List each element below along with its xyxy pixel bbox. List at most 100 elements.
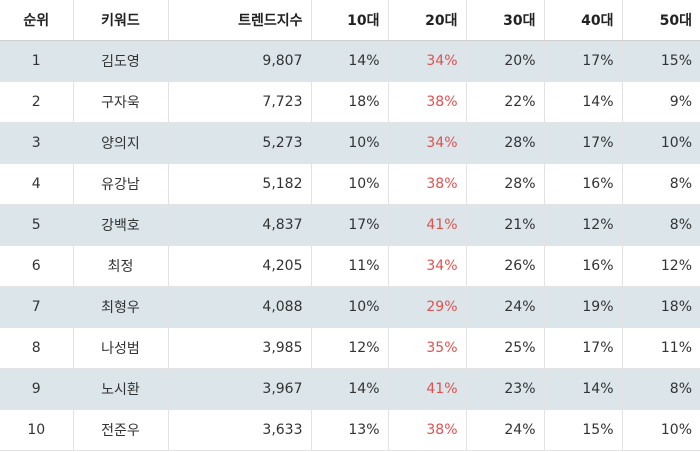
cell-trend-index: 5,182 — [168, 163, 312, 205]
cell-age-30s: 28% — [466, 122, 545, 164]
cell-age-10s: 17% — [311, 204, 389, 246]
cell-age-10s: 10% — [311, 163, 389, 205]
cell-age-30s: 24% — [466, 286, 545, 328]
cell-age-10s: 11% — [311, 245, 389, 287]
cell-age-30s: 20% — [466, 40, 545, 82]
cell-age-20s: 35% — [388, 327, 467, 369]
cell-age-50s: 10% — [622, 409, 700, 451]
cell-age-40s: 14% — [544, 81, 623, 123]
cell-trend-index: 4,837 — [168, 204, 312, 246]
table-row: 3 양의지 5,273 10% 34% 28% 17% 10% — [0, 122, 700, 164]
cell-age-20s: 38% — [388, 163, 467, 205]
cell-rank: 6 — [0, 245, 74, 287]
table-row: 4 유강남 5,182 10% 38% 28% 16% 8% — [0, 163, 700, 205]
cell-trend-index: 3,967 — [168, 368, 312, 410]
header-age-40s: 40대 — [544, 0, 623, 41]
cell-rank: 9 — [0, 368, 74, 410]
cell-age-50s: 18% — [622, 286, 700, 328]
cell-rank: 5 — [0, 204, 74, 246]
cell-age-10s: 18% — [311, 81, 389, 123]
cell-keyword: 나성범 — [73, 327, 169, 369]
cell-age-50s: 10% — [622, 122, 700, 164]
cell-age-50s: 9% — [622, 81, 700, 123]
header-trend-index: 트렌드지수 — [168, 0, 312, 41]
cell-age-20s: 38% — [388, 409, 467, 451]
header-age-20s: 20대 — [388, 0, 467, 41]
cell-rank: 8 — [0, 327, 74, 369]
cell-age-40s: 17% — [544, 122, 623, 164]
cell-age-40s: 16% — [544, 163, 623, 205]
cell-age-40s: 19% — [544, 286, 623, 328]
cell-age-40s: 12% — [544, 204, 623, 246]
table-header-row: 순위 키워드 트렌드지수 10대 20대 30대 40대 50대 — [0, 0, 700, 41]
cell-age-20s: 38% — [388, 81, 467, 123]
cell-keyword: 유강남 — [73, 163, 169, 205]
cell-age-40s: 14% — [544, 368, 623, 410]
cell-rank: 4 — [0, 163, 74, 205]
cell-age-10s: 13% — [311, 409, 389, 451]
cell-age-20s: 29% — [388, 286, 467, 328]
cell-keyword: 최형우 — [73, 286, 169, 328]
cell-age-40s: 16% — [544, 245, 623, 287]
cell-keyword: 강백호 — [73, 204, 169, 246]
table-row: 8 나성범 3,985 12% 35% 25% 17% 11% — [0, 327, 700, 369]
cell-keyword: 최정 — [73, 245, 169, 287]
table-row: 1 김도영 9,807 14% 34% 20% 17% 15% — [0, 40, 700, 82]
cell-keyword: 전준우 — [73, 409, 169, 451]
cell-rank: 1 — [0, 40, 74, 82]
header-rank: 순위 — [0, 0, 74, 41]
cell-age-40s: 15% — [544, 409, 623, 451]
cell-age-30s: 24% — [466, 409, 545, 451]
cell-age-20s: 34% — [388, 122, 467, 164]
header-keyword: 키워드 — [73, 0, 169, 41]
table-row: 5 강백호 4,837 17% 41% 21% 12% 8% — [0, 204, 700, 246]
cell-trend-index: 9,807 — [168, 40, 312, 82]
cell-keyword: 김도영 — [73, 40, 169, 82]
table-row: 7 최형우 4,088 10% 29% 24% 19% 18% — [0, 286, 700, 328]
cell-keyword: 구자욱 — [73, 81, 169, 123]
cell-age-30s: 23% — [466, 368, 545, 410]
cell-age-30s: 21% — [466, 204, 545, 246]
cell-trend-index: 4,205 — [168, 245, 312, 287]
cell-age-50s: 11% — [622, 327, 700, 369]
cell-trend-index: 3,633 — [168, 409, 312, 451]
cell-age-30s: 28% — [466, 163, 545, 205]
table-row: 9 노시환 3,967 14% 41% 23% 14% 8% — [0, 368, 700, 410]
cell-trend-index: 4,088 — [168, 286, 312, 328]
header-age-30s: 30대 — [466, 0, 545, 41]
header-age-50s: 50대 — [622, 0, 700, 41]
cell-age-10s: 10% — [311, 286, 389, 328]
cell-age-30s: 26% — [466, 245, 545, 287]
cell-age-50s: 8% — [622, 368, 700, 410]
cell-age-50s: 12% — [622, 245, 700, 287]
cell-trend-index: 5,273 — [168, 122, 312, 164]
cell-age-10s: 14% — [311, 368, 389, 410]
cell-age-40s: 17% — [544, 327, 623, 369]
cell-age-20s: 34% — [388, 245, 467, 287]
cell-rank: 10 — [0, 409, 74, 451]
table-row: 2 구자욱 7,723 18% 38% 22% 14% 9% — [0, 81, 700, 123]
cell-age-50s: 8% — [622, 204, 700, 246]
cell-rank: 2 — [0, 81, 74, 123]
cell-rank: 7 — [0, 286, 74, 328]
cell-age-10s: 10% — [311, 122, 389, 164]
cell-age-20s: 41% — [388, 368, 467, 410]
cell-age-10s: 12% — [311, 327, 389, 369]
table-row: 6 최정 4,205 11% 34% 26% 16% 12% — [0, 245, 700, 287]
cell-age-40s: 17% — [544, 40, 623, 82]
cell-trend-index: 7,723 — [168, 81, 312, 123]
cell-age-20s: 34% — [388, 40, 467, 82]
table-row: 10 전준우 3,633 13% 38% 24% 15% 10% — [0, 409, 700, 451]
cell-rank: 3 — [0, 122, 74, 164]
cell-keyword: 노시환 — [73, 368, 169, 410]
cell-keyword: 양의지 — [73, 122, 169, 164]
cell-age-50s: 8% — [622, 163, 700, 205]
cell-age-10s: 14% — [311, 40, 389, 82]
cell-age-30s: 22% — [466, 81, 545, 123]
header-age-10s: 10대 — [311, 0, 389, 41]
cell-age-20s: 41% — [388, 204, 467, 246]
cell-age-30s: 25% — [466, 327, 545, 369]
cell-trend-index: 3,985 — [168, 327, 312, 369]
cell-age-50s: 15% — [622, 40, 700, 82]
